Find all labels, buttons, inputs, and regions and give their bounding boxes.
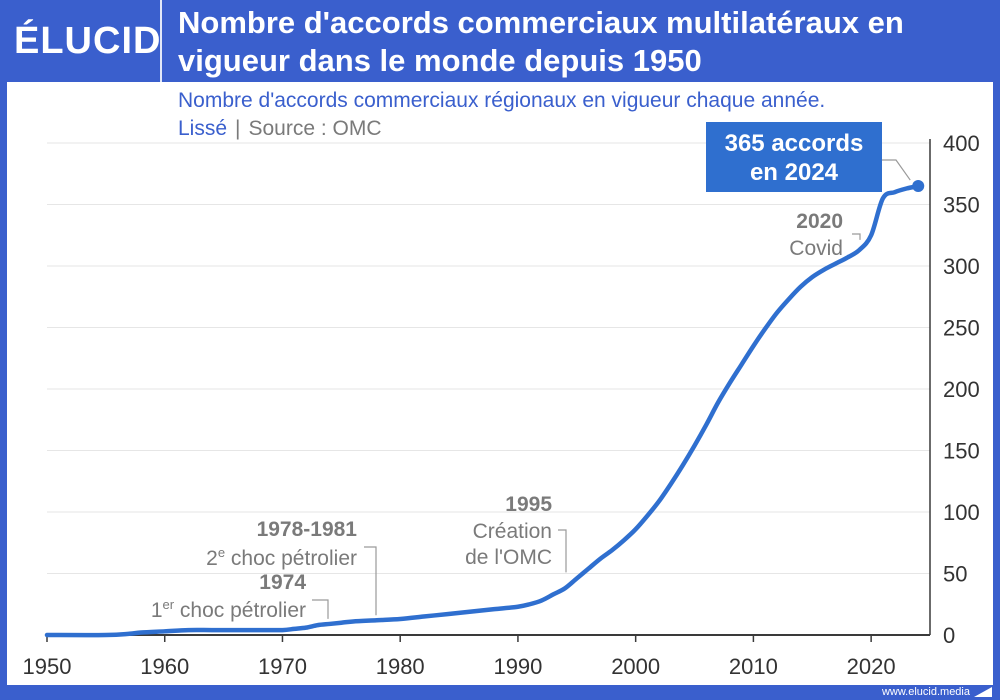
chart-subtitle-source: Lissé | Source : OMC — [178, 116, 382, 142]
annotation-text: Création — [473, 520, 552, 543]
series-layer — [44, 180, 925, 638]
x-tick-label: 1990 — [493, 654, 542, 679]
y-tick-label: 50 — [943, 562, 967, 587]
callout-box — [706, 122, 882, 192]
annotation-year: 1995 — [505, 493, 552, 516]
y-tick-label: 150 — [943, 439, 980, 464]
page-title: Nombre d'accords commerciaux multilatéra… — [178, 5, 904, 78]
y-tick-label: 100 — [943, 500, 980, 525]
axes: 0 50 100 150 200 250 300 350 400 1950 1960 1970 1980… — [23, 131, 980, 679]
subtitle-separator: | — [235, 117, 241, 140]
y-tick-label: 350 — [943, 193, 980, 218]
header: ÉLUCID Nombre d'accords commerciaux mult… — [0, 0, 1000, 82]
annotation-text: Covid — [789, 237, 843, 260]
annotation-leader — [312, 599, 329, 619]
annotation-year: 1978-1981 — [257, 518, 358, 541]
annotation-superscript: er — [163, 597, 175, 612]
endpoint-marker — [912, 180, 925, 193]
annotation-text: 1er choc pétrolier — [151, 597, 306, 622]
annotation-text: de l'OMC — [465, 546, 552, 569]
callout-leader — [882, 159, 911, 181]
footer-site: www.elucid.media — [881, 686, 970, 698]
chart-subtitle: Nombre d'accords commerciaux régionaux e… — [178, 89, 826, 112]
x-tick-label: 1970 — [258, 654, 307, 679]
annotation-year: 1974 — [259, 571, 306, 594]
logo-separator — [160, 0, 162, 82]
x-tick-label: 2020 — [847, 654, 896, 679]
y-tick-label: 300 — [943, 254, 980, 279]
annotation-text-rest: choc pétrolier — [174, 599, 306, 622]
annotation-text-rest: choc pétrolier — [225, 547, 357, 570]
x-tick-label: 2000 — [611, 654, 660, 679]
annotation-ordinal: 1 — [151, 599, 163, 622]
elucid-logo: ÉLUCID — [14, 20, 162, 62]
x-tick-label: 1980 — [376, 654, 425, 679]
x-tick-label: 1960 — [140, 654, 189, 679]
y-tick-label: 250 — [943, 316, 980, 341]
callout-line-2: en 2024 — [750, 159, 839, 186]
elucid-mark-icon — [974, 687, 992, 697]
y-tick-label: 200 — [943, 377, 980, 402]
y-tick-label: 0 — [943, 623, 955, 648]
x-tick-label: 2010 — [729, 654, 778, 679]
annotation-text: 2e choc pétrolier — [206, 545, 357, 570]
y-tick-label: 400 — [943, 131, 980, 156]
annotation-leader — [558, 529, 567, 573]
annotation-ordinal: 2 — [206, 547, 218, 570]
annotation-superscript: e — [218, 545, 225, 560]
annotation-leader — [852, 233, 861, 240]
smoothed-label: Lissé — [178, 117, 228, 140]
annotation-year: 2020 — [796, 210, 843, 233]
grid-lines — [47, 142, 930, 574]
source-label: Source : OMC — [248, 117, 382, 140]
series-line — [44, 183, 921, 638]
callout-line-1: 365 accords — [725, 130, 864, 157]
x-tick-label: 1950 — [23, 654, 72, 679]
annotation-leader — [364, 546, 377, 616]
